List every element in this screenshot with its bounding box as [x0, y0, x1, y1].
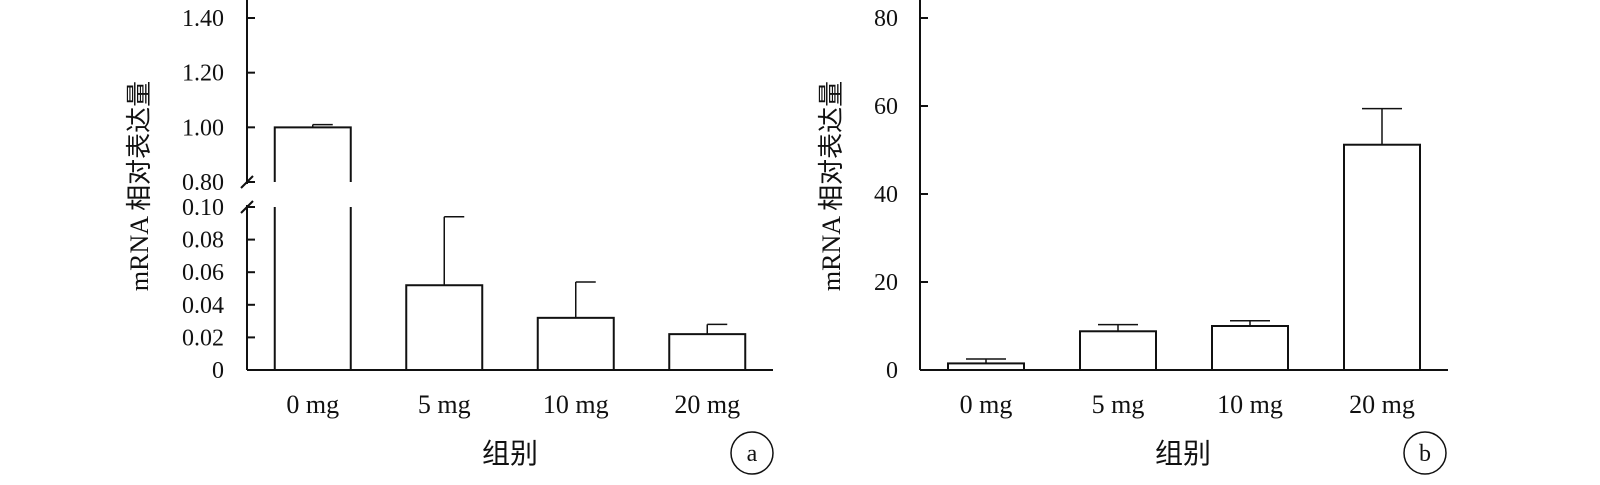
panel-a-x-tick-label: 5 mg — [418, 390, 471, 419]
panel-a-label-circle — [730, 431, 774, 475]
panel-a-y-tick-label: 0 — [212, 358, 224, 384]
panel-b-xlabel: 组别 — [1155, 438, 1211, 470]
panel-a-y-tick-label: 0.06 — [182, 260, 224, 286]
panel-a-y-tick-label: 1.40 — [182, 6, 224, 32]
panel-a-y-tick-label: 0.10 — [182, 195, 224, 221]
panel-a-y-tick-label: 0.08 — [182, 228, 224, 254]
panel-b-x-tick-label: 5 mg — [1092, 390, 1145, 419]
panel-a-bar — [668, 333, 747, 372]
panel-b-x-tick-label: 10 mg — [1217, 390, 1283, 419]
panel-a-x-tick-label: 10 mg — [543, 390, 609, 419]
panel-a-y-tick-label: 0.04 — [182, 293, 224, 319]
panel-a-y-tick-label: 0.02 — [182, 325, 224, 351]
panel-b-bar — [1211, 325, 1289, 371]
panel-a-y-tick-label: 0.80 — [182, 170, 224, 196]
panel-b-x-tick-label: 20 mg — [1349, 390, 1415, 419]
panel-b-label-circle — [1403, 431, 1447, 475]
panel-b-y-tick-label: 60 — [874, 94, 898, 120]
panel-a-xlabel: 组别 — [482, 438, 538, 470]
panel-a-x-tick-label: 0 mg — [286, 390, 339, 419]
panel-b: mRNA 相对表达量 组别 b 0 20 40 60 80 0 mg 5 mg 10 mg 20… — [817, 0, 1448, 475]
panel-b-bar — [947, 362, 1025, 371]
panel-b-y-tick-label: 40 — [874, 182, 898, 208]
panel-b-label: b — [1419, 441, 1431, 467]
panel-a-ylabel: mRNA 相对表达量 — [125, 81, 154, 291]
panel-b-y-tick-label: 80 — [874, 6, 898, 32]
panel-b-bar — [1343, 143, 1421, 371]
panel-a-y-tick-label: 1.20 — [182, 61, 224, 87]
panel-a-bar — [536, 316, 615, 371]
panel-a-x-tick-label: 20 mg — [674, 390, 740, 419]
panel-a-y-tick-label: 1.00 — [182, 115, 224, 141]
panel-a-label: a — [747, 441, 758, 467]
panel-b-y-tick-label: 0 — [886, 358, 898, 384]
panel-b-bar — [1079, 330, 1157, 371]
panel-b-y-tick-label: 20 — [874, 270, 898, 296]
panel-a-bar — [273, 207, 352, 370]
panel-a: mRNA 相对表达量 组别 a 0 0.02 0.04 0.06 0.08 0.100.8… — [125, 0, 774, 475]
panel-a-bar — [273, 126, 352, 182]
panel-a-bar — [405, 284, 484, 371]
panel-b-ylabel: mRNA 相对表达量 — [817, 81, 846, 291]
panel-b-x-tick-label: 0 mg — [960, 390, 1013, 419]
